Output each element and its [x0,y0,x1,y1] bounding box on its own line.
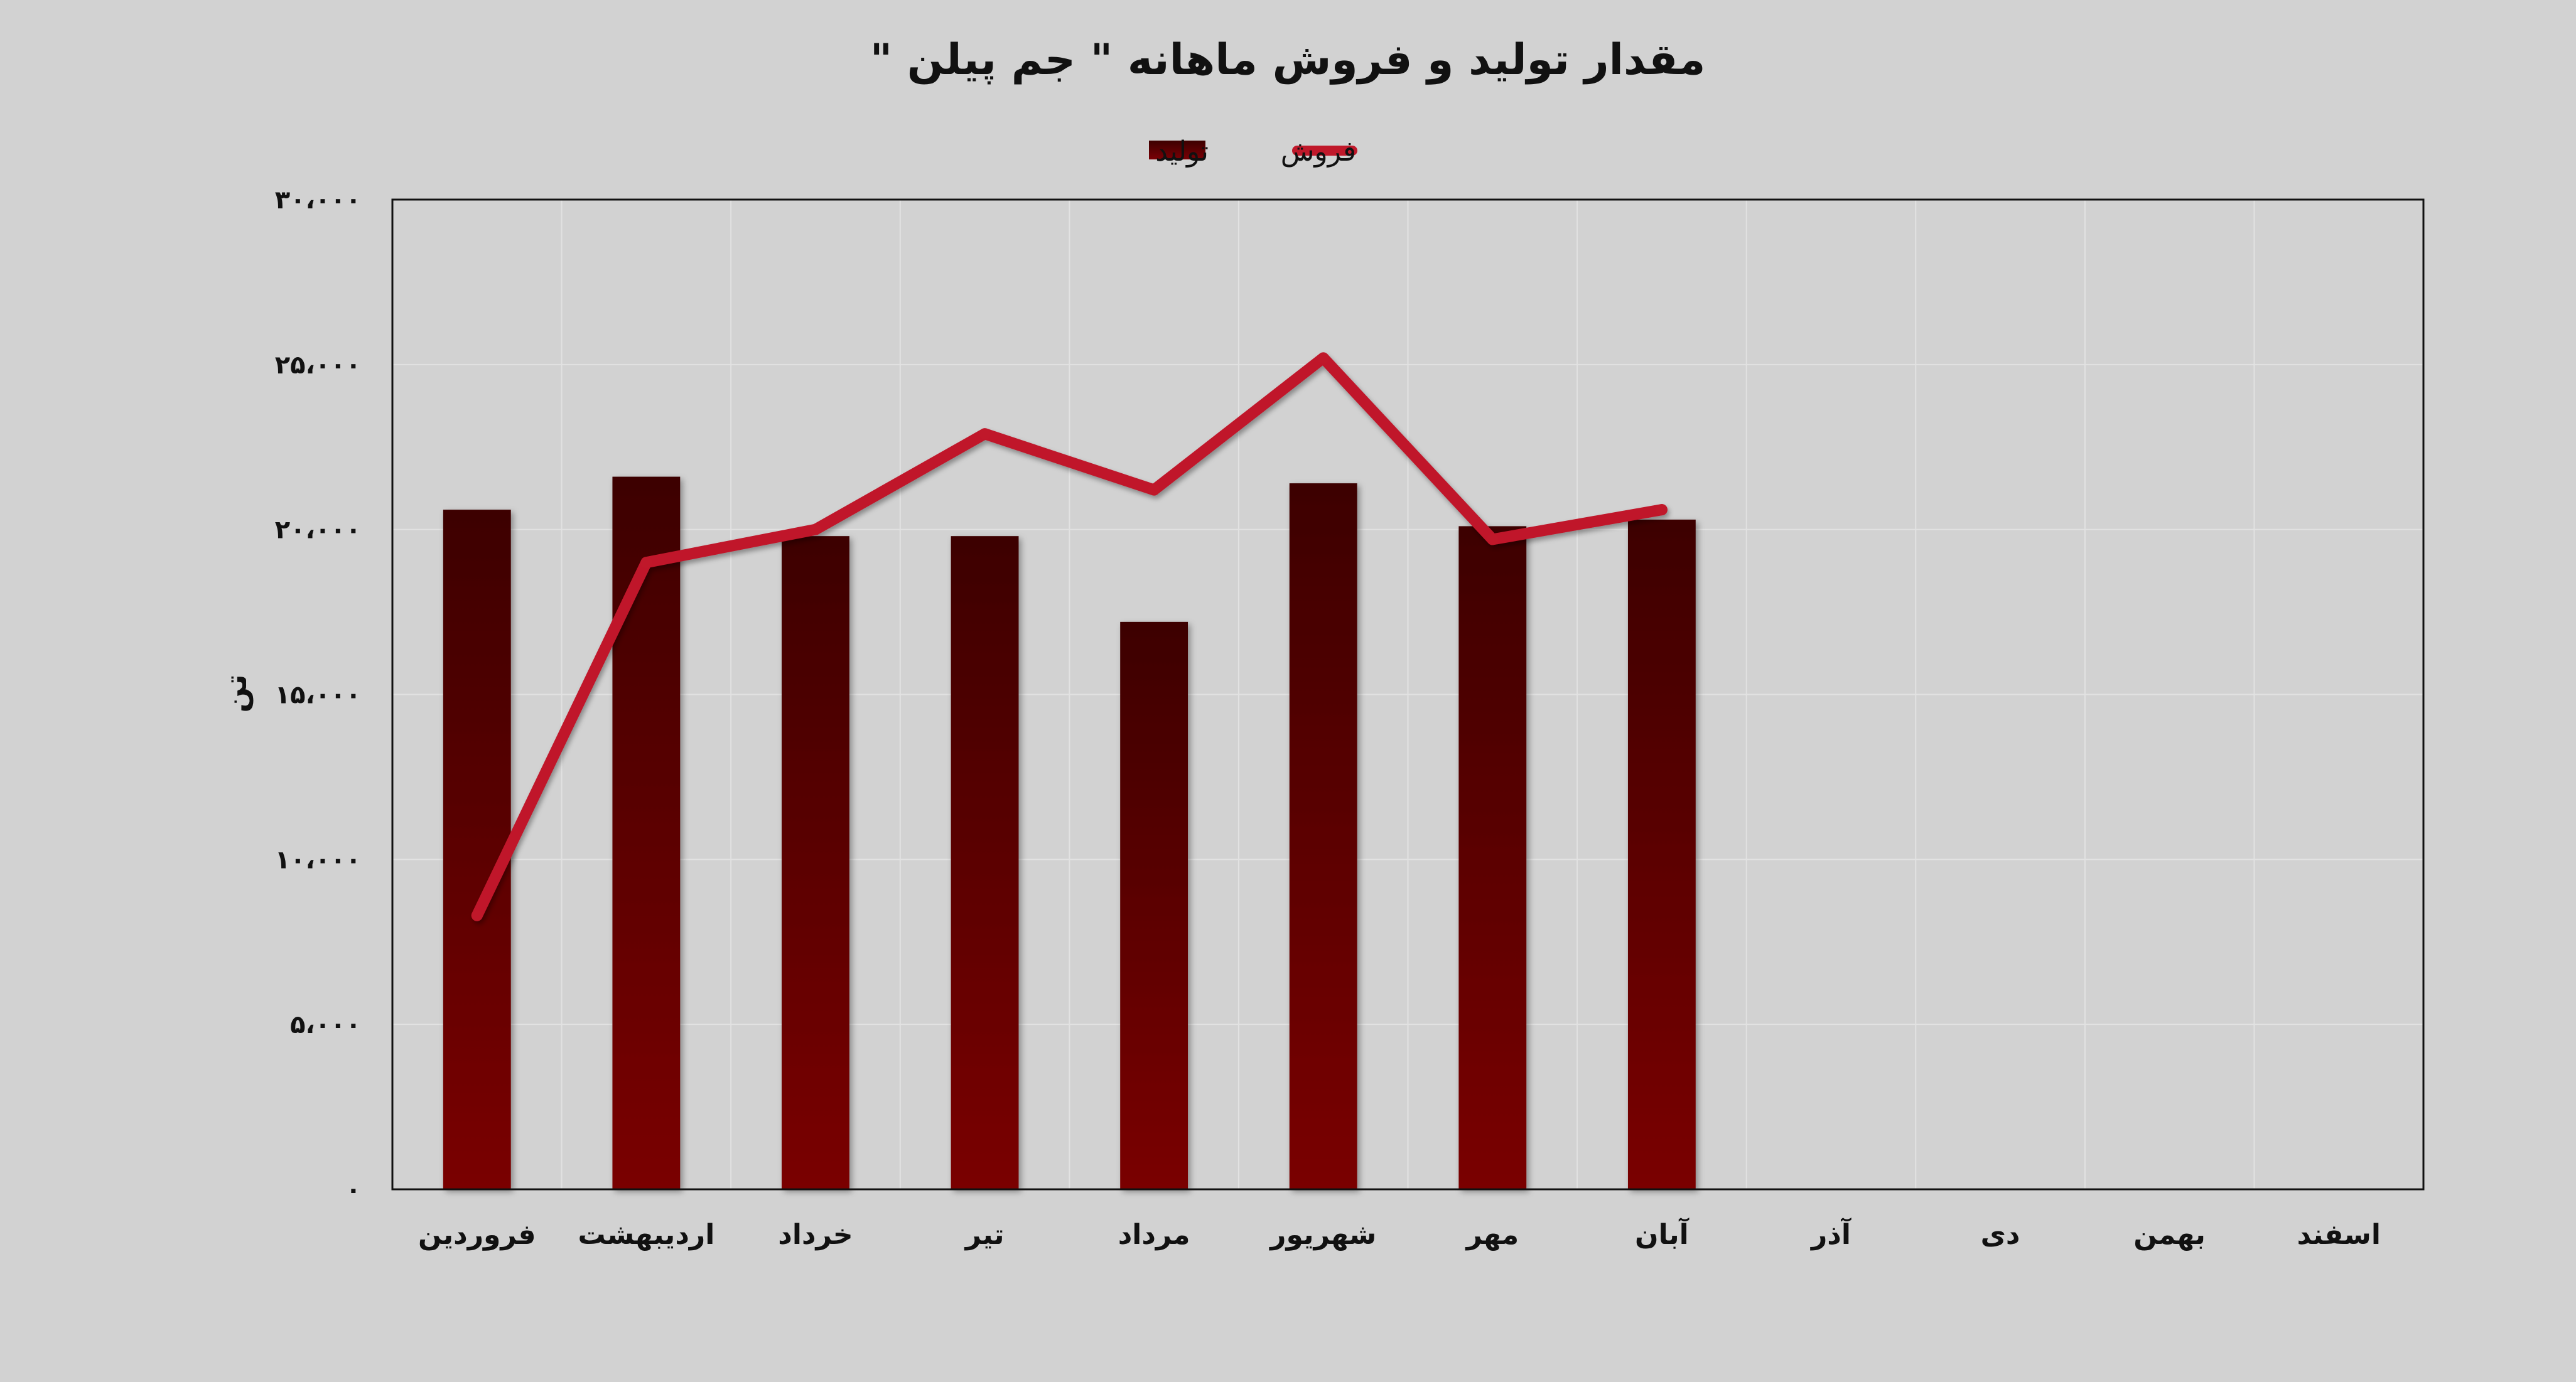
sales-point [1148,484,1160,496]
x-tick-label: آبان [1635,1217,1689,1251]
sales-line-group [471,352,1668,921]
chart-title: مقدار تولید و فروش ماهانه " جم پیلن " [870,35,1706,85]
x-tick-label: خرداد [778,1219,853,1251]
x-tick-label: آذر [1810,1217,1851,1251]
x-tick-label: فروردین [418,1219,536,1251]
sales-point [1487,533,1499,545]
y-tick-label: ۰ [346,1176,361,1204]
bar-production [443,510,511,1189]
bar-production [1289,483,1357,1190]
sales-point [1656,504,1668,516]
y-axis-title: تن [218,674,254,712]
y-axis-ticks: ۰ ۵،۰۰۰ ۱۰،۰۰۰ ۱۵،۰۰۰ ۲۰،۰۰۰ ۲۵،۰۰۰ ۳۰،۰۰۰ [275,186,361,1204]
x-tick-label: شهریور [1269,1219,1376,1251]
sales-point [471,909,483,921]
legend-swatch-production [1149,141,1205,159]
y-tick-label: ۵،۰۰۰ [290,1010,361,1039]
production-bars [443,476,1696,1190]
y-tick-label: ۳۰،۰۰۰ [275,186,361,215]
bar-production [1627,519,1696,1189]
x-tick-label: دی [1981,1219,2020,1251]
bar-production [1458,526,1527,1190]
y-tick-label: ۱۵،۰۰۰ [275,681,361,710]
legend-label-sales: فروش [1281,136,1356,168]
sales-point [1317,352,1329,364]
x-tick-label: بهمن [2133,1219,2206,1251]
x-tick-label: مرداد [1118,1219,1190,1251]
y-tick-label: ۲۰،۰۰۰ [275,516,361,545]
sales-line [471,352,1668,921]
x-tick-label: مهر [1465,1219,1519,1251]
sales-point [979,428,991,440]
bar-production [1120,621,1188,1189]
bar-production [612,476,681,1189]
x-tick-label: تیر [964,1219,1005,1251]
sales-point [640,557,652,569]
y-tick-label: ۲۵،۰۰۰ [275,351,361,380]
plot-area-border [391,198,2425,1191]
bar-production [782,536,849,1190]
y-tick-label: ۱۰،۰۰۰ [275,845,361,874]
gridlines [392,200,2423,1189]
x-axis-ticks: فروردین اردیبهشت خرداد تیر مرداد شهریور مهر آبا… [418,1217,2381,1251]
x-tick-label: اردیبهشت [578,1219,714,1251]
legend-label-production: تولید [1155,136,1209,168]
bar-production [951,536,1019,1190]
legend: تولید فروش [1149,136,1357,168]
x-tick-label: اسفند [2297,1219,2381,1251]
sales-point [809,523,821,535]
